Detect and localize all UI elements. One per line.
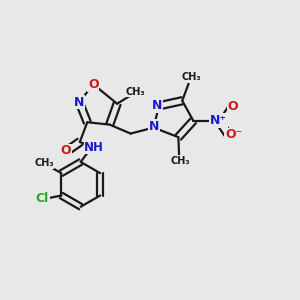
Text: Cl: Cl <box>36 192 49 205</box>
Text: N: N <box>148 120 159 133</box>
Text: O: O <box>60 144 71 158</box>
Text: CH₃: CH₃ <box>126 87 146 97</box>
Text: O: O <box>228 100 238 113</box>
Text: CH₃: CH₃ <box>34 158 54 168</box>
Text: N: N <box>74 96 84 109</box>
Text: O⁻: O⁻ <box>225 128 242 141</box>
Text: CH₃: CH₃ <box>171 156 190 166</box>
Text: CH₃: CH₃ <box>182 72 202 82</box>
Text: NH: NH <box>84 140 104 154</box>
Text: O: O <box>88 78 99 91</box>
Text: N: N <box>152 99 163 112</box>
Text: N⁺: N⁺ <box>210 114 227 127</box>
